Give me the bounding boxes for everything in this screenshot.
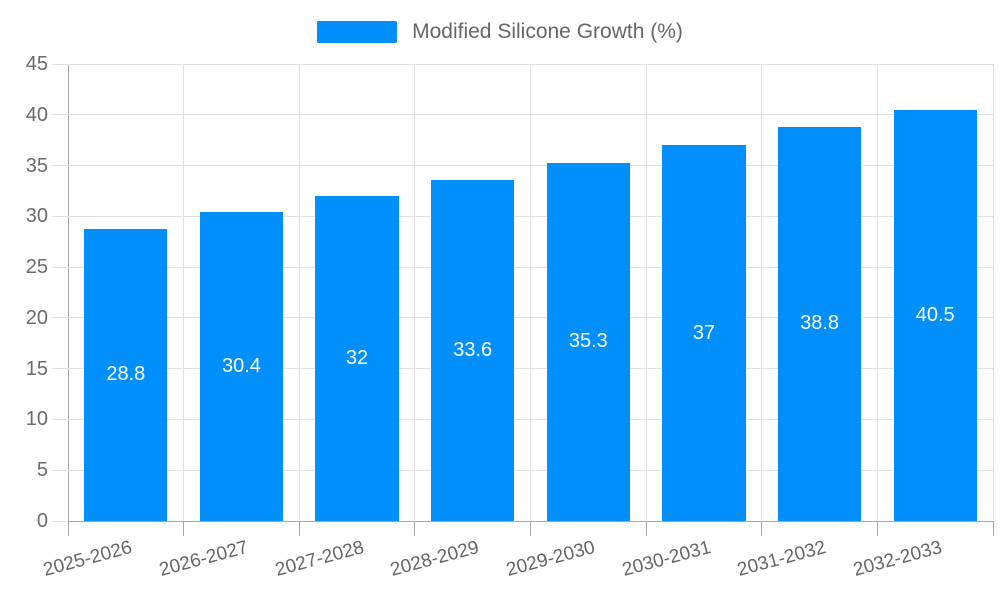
gridline-vertical [183,64,185,521]
x-tick-label: 2029-2030 [504,537,598,581]
y-tick-label: 0 [36,510,48,532]
y-tick-mark [52,368,68,370]
bar[interactable]: 37 [662,145,746,521]
x-tick-label: 2027-2028 [272,537,366,581]
y-tick-mark [52,469,68,471]
legend-item[interactable]: Modified Silicone Growth (%) [0,20,1000,44]
plot-area: 28.8 30.4 32 33.6 35.3 37 38.8 40.5 [68,63,994,522]
bar-value-label: 33.6 [453,338,493,361]
y-tick-label: 5 [36,459,48,482]
bar[interactable]: 30.4 [199,212,284,521]
y-tick-label: 30 [25,205,48,228]
gridline-vertical [298,64,300,521]
x-tick-label: 2028-2029 [388,537,482,581]
x-tick-mark [645,521,647,536]
legend-swatch [317,21,398,43]
y-tick-mark [52,215,68,217]
bar-value-label: 37 [692,321,716,344]
gridline-vertical [645,64,647,521]
y-tick-mark [52,63,68,65]
y-tick-mark [52,520,68,522]
bar-value-label: 35.3 [568,330,608,353]
y-tick-label: 20 [25,306,48,329]
x-tick-label: 2026-2027 [157,537,251,581]
gridline-vertical [761,64,763,521]
y-tick-mark [52,317,68,319]
bar-value-label: 40.5 [915,303,955,326]
gridline-vertical [530,64,531,521]
gridline-vertical [876,64,878,521]
x-tick-mark [530,521,531,536]
bar-value-label: 28.8 [106,363,146,386]
y-tick-label: 10 [25,408,48,431]
y-tick-label: 35 [25,154,48,177]
bar[interactable]: 28.8 [84,228,168,521]
y-tick-label: 45 [25,53,48,75]
x-tick-label: 2032-2033 [850,537,945,581]
x-tick-mark [183,521,185,536]
gridline-vertical [414,64,416,521]
y-tick-label: 15 [25,357,48,380]
x-tick-mark [67,521,69,536]
gridline-vertical [992,64,994,521]
legend-label: Modified Silicone Growth (%) [412,20,683,43]
y-axis-line [68,64,69,521]
x-tick-mark [761,521,763,536]
bar[interactable]: 33.6 [431,179,515,521]
y-tick-mark [52,418,68,420]
y-tick-label: 25 [25,256,48,279]
y-tick-mark [52,114,68,116]
x-tick-label: 2030-2031 [619,537,713,581]
bar-value-label: 32 [345,347,369,370]
x-tick-label: 2025-2026 [41,537,135,581]
y-tick-label: 40 [25,103,48,126]
x-tick-mark [414,521,416,536]
bar[interactable]: 40.5 [893,109,977,521]
x-tick-mark [876,521,878,536]
x-tick-mark [992,521,994,536]
bar-value-label: 30.4 [221,355,261,378]
bar[interactable]: 35.3 [546,162,630,521]
y-tick-mark [52,165,68,167]
x-tick-label: 2031-2032 [735,537,829,581]
bar[interactable]: 32 [315,196,399,521]
y-tick-mark [52,266,68,268]
x-tick-mark [298,521,300,536]
bar[interactable]: 38.8 [777,126,862,521]
bar-value-label: 38.8 [800,312,840,335]
